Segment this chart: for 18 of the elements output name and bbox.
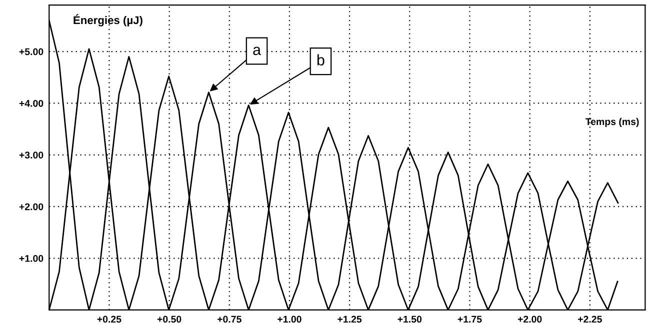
x-tick-label: +2.25 [578, 316, 602, 323]
x-tick-label: +2.00 [518, 316, 542, 323]
x-tick-label: +0.75 [217, 316, 242, 323]
y-tick-label: +2.00 [19, 203, 44, 210]
y-tick-label: +4.00 [19, 100, 44, 107]
y-tick-label: +3.00 [19, 152, 44, 159]
y-tick-label: +5.00 [19, 48, 44, 56]
x-tick-label: +1.25 [338, 316, 362, 323]
x-tick-label: +1.00 [278, 316, 302, 323]
x-tick-label: +0.25 [97, 316, 122, 323]
annotation: a [253, 46, 262, 56]
y-axis-title: Énergies (µJ) [74, 14, 142, 26]
x-tick-label: +1.75 [458, 316, 482, 323]
x-axis-title: Temps (ms) [585, 118, 639, 127]
x-tick-label: +1.50 [398, 316, 422, 323]
x-tick-label: +0.50 [157, 316, 182, 323]
y-tick-label: +1.00 [19, 255, 44, 262]
annotation: b [317, 54, 324, 66]
